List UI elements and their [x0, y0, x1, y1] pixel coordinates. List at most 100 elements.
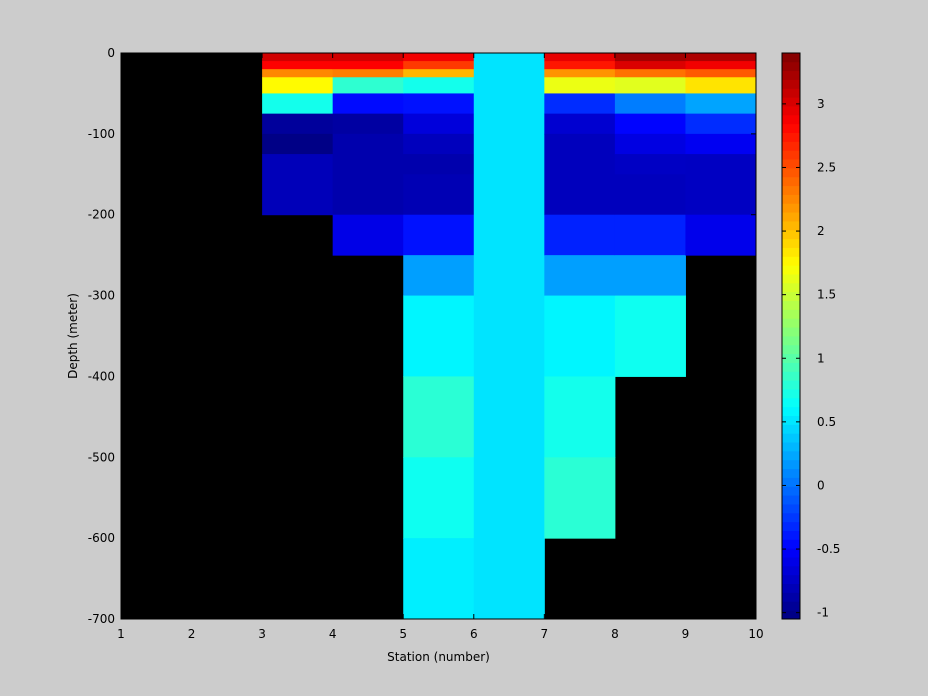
colorbar-band — [782, 565, 800, 576]
heatmap-cell — [544, 53, 616, 62]
colorbar-band — [782, 318, 800, 328]
colorbar-band — [782, 442, 800, 452]
x-tick-label: 5 — [399, 627, 407, 641]
heatmap-cell — [403, 214, 475, 256]
x-tick-label: 2 — [188, 627, 196, 641]
heatmap-cell — [403, 113, 475, 135]
colorbar-gradient — [782, 53, 800, 620]
heatmap-cell — [685, 154, 757, 216]
heatmap-cell — [544, 77, 616, 94]
x-tick-label: 4 — [329, 627, 337, 641]
colorbar-band — [782, 212, 800, 222]
heatmap-cell — [262, 113, 334, 135]
heatmap-cell — [685, 53, 757, 62]
heatmap-cell — [403, 133, 475, 155]
heatmap-cell — [332, 113, 404, 135]
colorbar-band — [782, 97, 800, 107]
heatmap-cell — [614, 174, 686, 216]
x-tick-label: 3 — [258, 627, 266, 641]
colorbar-band — [782, 229, 800, 240]
colorbar-band — [782, 88, 800, 98]
heatmap-cell — [685, 113, 757, 135]
y-tick-label: -500 — [88, 450, 115, 464]
y-tick-label: -200 — [88, 208, 115, 222]
colorbar-band — [782, 79, 800, 89]
heatmap-cell — [403, 61, 475, 70]
colorbar-band — [782, 362, 800, 372]
heatmap-cell — [262, 61, 334, 70]
x-tick-label: 8 — [611, 627, 619, 641]
colorbar-band — [782, 574, 800, 585]
heatmap-cell — [332, 133, 404, 216]
heatmap-cell — [544, 295, 616, 377]
colorbar-tick-label: -1 — [817, 606, 829, 620]
heatmap-cell — [685, 61, 757, 70]
heatmap-cell — [403, 53, 475, 62]
y-axis: 0 -100 -200 -300 -400 -500 -600 -700 — [88, 46, 756, 626]
colorbar-band — [782, 185, 800, 195]
colorbar-band — [782, 70, 800, 80]
heatmap-cell — [614, 154, 686, 175]
heatmap-cell — [614, 53, 686, 62]
heatmap-cell — [403, 174, 475, 216]
heatmap-cell — [332, 53, 404, 62]
colorbar-band — [782, 548, 800, 558]
colorbar-band — [782, 433, 800, 443]
heatmap-cell — [544, 69, 616, 78]
colorbar-band — [782, 389, 800, 399]
x-tick-label: 7 — [541, 627, 549, 641]
heatmap-cell — [614, 214, 686, 256]
heatmap-cell — [262, 93, 334, 115]
heatmap-cell — [544, 113, 616, 135]
colorbar-tick-label: 3 — [817, 97, 825, 111]
heatmap-cell — [614, 133, 686, 155]
colorbar-band — [782, 176, 800, 187]
colorbar-band — [782, 247, 800, 257]
colorbar-tick-label: 2 — [817, 224, 825, 238]
heatmap-cells — [262, 53, 757, 620]
y-tick-label: -100 — [88, 127, 115, 141]
colorbar-band — [782, 221, 800, 231]
heatmap-cell — [473, 53, 545, 620]
heatmap-cell — [614, 61, 686, 70]
y-tick-label: -400 — [88, 369, 115, 383]
colorbar-band — [782, 380, 800, 390]
colorbar-band — [782, 61, 800, 72]
heatmap-cell — [685, 69, 757, 78]
colorbar-tick-label: 1 — [817, 351, 825, 365]
heatmap-cell — [403, 255, 475, 297]
heatmap-cell — [614, 295, 686, 377]
colorbar-band — [782, 256, 800, 266]
y-tick-label: 0 — [107, 46, 115, 60]
colorbar-band — [782, 504, 800, 514]
heatmap-cell — [403, 295, 475, 377]
plot-area — [120, 52, 757, 620]
colorbar-band — [782, 353, 800, 363]
x-axis: 1 2 3 4 5 6 7 8 9 10 — [117, 53, 764, 641]
colorbar-band — [782, 583, 800, 593]
colorbar-tick-label: 0.5 — [817, 415, 836, 429]
colorbar-band — [782, 265, 800, 275]
colorbar-frame — [781, 52, 801, 620]
colorbar-band — [782, 539, 800, 549]
heatmap-cell — [614, 69, 686, 78]
heatmap-cell — [332, 61, 404, 70]
colorbar-band — [782, 123, 800, 133]
colorbar-band — [782, 203, 800, 213]
colorbar-band — [782, 309, 800, 319]
colorbar-band — [782, 53, 800, 63]
colorbar-band — [782, 291, 800, 302]
colorbar-band — [782, 415, 800, 425]
heatmap-cell — [332, 69, 404, 78]
colorbar-band — [782, 336, 800, 346]
colorbar-band — [782, 141, 800, 151]
colorbar-band — [782, 132, 800, 142]
colorbar-tick-label: 0 — [817, 478, 825, 492]
colorbar-band — [782, 610, 800, 620]
heatmap-cell — [685, 77, 757, 94]
heatmap-cell — [262, 133, 334, 155]
colorbar-band — [782, 397, 800, 408]
heatmap-cell — [403, 538, 475, 620]
heatmap-cell — [332, 93, 404, 115]
